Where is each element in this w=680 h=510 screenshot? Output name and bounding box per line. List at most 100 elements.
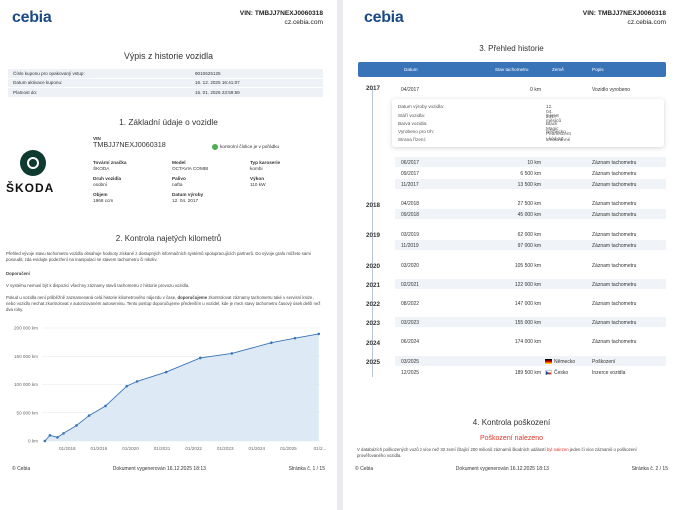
history-row: 06/2017 10 km Záznam tachometru [395,157,666,167]
recommendation-text: V systému nemusí být k dispozici všechny… [6,283,190,288]
x-tick-label: 01/2025 [280,446,297,451]
x-tick-label: 01/2020 [122,446,139,451]
skoda-logo-icon [20,150,46,176]
vin-header: VIN: TMBJJ7NEXJ0060318 cz.cebia.com [240,10,323,27]
mileage-point [48,434,52,437]
x-tick-label: 01/2... [314,446,327,451]
mileage-point [56,436,59,439]
popup-row: Stáří vozidla: 8 let 8 měsíců [398,113,562,123]
field-manufacture-date: Datum výroby 12. 04. 2017 [172,192,204,203]
row-description: Záznam tachometru [592,182,637,188]
history-row: 02/2021 122 000 km Záznam tachometru [395,279,666,289]
page2-footer: © Cebia Dokument vygenerován 16.12.2025 … [355,466,668,472]
popup-row: Barva vozidla: Black Magic Pearlescent - … [398,121,571,141]
footer-page-number: Stránka č. 2 / 15 [631,466,668,472]
row-mileage: 10 km [527,160,541,166]
mileage-point [135,380,139,383]
row-mileage: 147 000 km [514,301,541,307]
field-power: Výkon 110 kW [250,176,266,187]
row-country: Německo [554,359,576,365]
history-row: 08/2022 147 000 km Záznam tachometru [395,298,666,308]
x-tick-label: 01/2023 [217,446,234,451]
report-page-2: cebia VIN: TMBJJ7NEXJ0060318 cz.cebia.co… [343,0,680,510]
section-damage-title: 4. Kontrola poškození [472,418,551,427]
history-year-label: 2025 [366,359,381,366]
mileage-point [198,356,202,360]
row-country-cell: Německo [545,359,575,365]
vin-header-text: VIN: TMBJJ7NEXJ0060318 [239,10,323,17]
row-description: Záznam tachometru [592,243,637,249]
german-flag-icon [545,359,552,365]
history-row: 12/2025 189 500 km Česko Inzerce vozidla [395,367,666,377]
y-tick-label: 150 000 km [14,354,38,359]
info-row: Číslo kuponu pro opakovaný vstup: 9010625… [8,69,323,79]
field-volume: Objem 1968 ccm [93,192,114,203]
row-description: Záznam tachometru [592,160,637,166]
history-year-label: 2021 [366,282,381,289]
history-row: 06/2024 174 000 km Záznam tachometru [395,336,666,346]
mileage-area [44,333,319,441]
mileage-point [75,424,78,427]
row-date: 06/2017 [401,160,420,166]
x-tick-label: 01/2018 [59,446,76,451]
recommendation-title: Doporučení [6,271,30,276]
col-mileage: Stav tachometru [495,67,529,72]
report-page-1: cebia VIN: TMBJJ7NEXJ0060318 cz.cebia.co… [0,0,337,510]
row-mileage: 122 000 km [514,282,541,288]
history-row: 11/2017 13 500 km Záznam tachometru [395,179,666,189]
mileage-point [87,414,91,417]
info-row: Platnost do: 15. 01. 2026 23:59:59 [8,88,323,98]
row-date: 08/2022 [401,301,420,307]
footer-copyright: © Cebia [355,466,374,472]
footer-generated: Dokument vygenerován 16.12.2025 18:13 [112,466,206,472]
section-history-title: 3. Přehled historie [479,44,544,53]
coupon-info-box: Číslo kuponu pro opakovaný vstup: 9010625… [8,69,323,98]
row-description: Záznam tachometru [592,320,637,326]
footer-page-number: Stránka č. 1 / 15 [288,466,325,472]
row-mileage: 6 500 km [520,171,541,177]
row-description: Záznam tachometru [592,339,637,345]
history-table-header: Datum Stav tachometru Země Popis [358,62,666,77]
row-mileage: 0 km [530,87,541,93]
recommendation-detail: Pokud u vozidla není průběžně zaznamenan… [6,295,321,313]
row-date: 03/2020 [401,263,420,269]
row-date: 04/2018 [401,201,420,207]
row-description: Záznam tachometru [592,171,637,177]
vin-field: VIN TMBJJ7NEXJ0060318 [93,136,166,149]
history-row: 03/2023 155 000 km Záznam tachometru [395,317,666,327]
site-url[interactable]: cz.cebia.com [627,18,666,26]
mileage-point [62,432,65,435]
mileage-point [104,404,107,408]
site-url[interactable]: cz.cebia.com [284,18,323,26]
row-description: Záznam tachometru [592,232,637,238]
field-body: Typ karoserie kombi [250,160,281,171]
row-description: Vozidlo vyrobeno [592,87,631,93]
row-date: 11/2019 [401,243,419,249]
row-mileage: 27 500 km [517,201,541,207]
page1-footer: © Cebia Dokument vygenerován 16.12.2025 … [12,466,325,472]
czech-flag-icon [545,370,552,376]
row-mileage: 45 000 km [517,212,541,218]
cebia-logo: cebia [364,9,404,26]
row-date: 03/2019 [401,232,420,238]
row-date: 04/2017 [401,87,420,93]
mileage-point [43,439,47,443]
col-description: Popis [592,67,604,72]
field-model: Model OCTAVIA COMBI [172,160,209,171]
history-row: 09/2017 6 500 km Záznam tachometru [395,168,666,178]
row-date: 09/2018 [401,212,420,218]
row-date: 06/2024 [401,339,420,345]
field-brand: Tovární značka ŠKODA [93,160,127,171]
vin-header-text: VIN: TMBJJ7NEXJ0060318 [582,10,666,17]
row-date: 12/2025 [401,370,420,376]
history-year-label: 2020 [366,263,381,270]
x-tick-label: 01/2022 [185,446,202,451]
cebia-logo: cebia [12,9,52,26]
y-tick-label: 100 000 km [14,382,38,387]
field-fuel: Palivo nafta [172,176,186,187]
row-date: 02/2021 [401,282,420,288]
row-description: Záznam tachometru [592,301,637,307]
history-year-label: 2024 [366,340,381,347]
history-row: 03/2025 Německo Poškození [395,356,666,366]
mileage-chart: 200 000 km 150 000 km 100 000 km 50 000 km 0… [14,326,327,452]
